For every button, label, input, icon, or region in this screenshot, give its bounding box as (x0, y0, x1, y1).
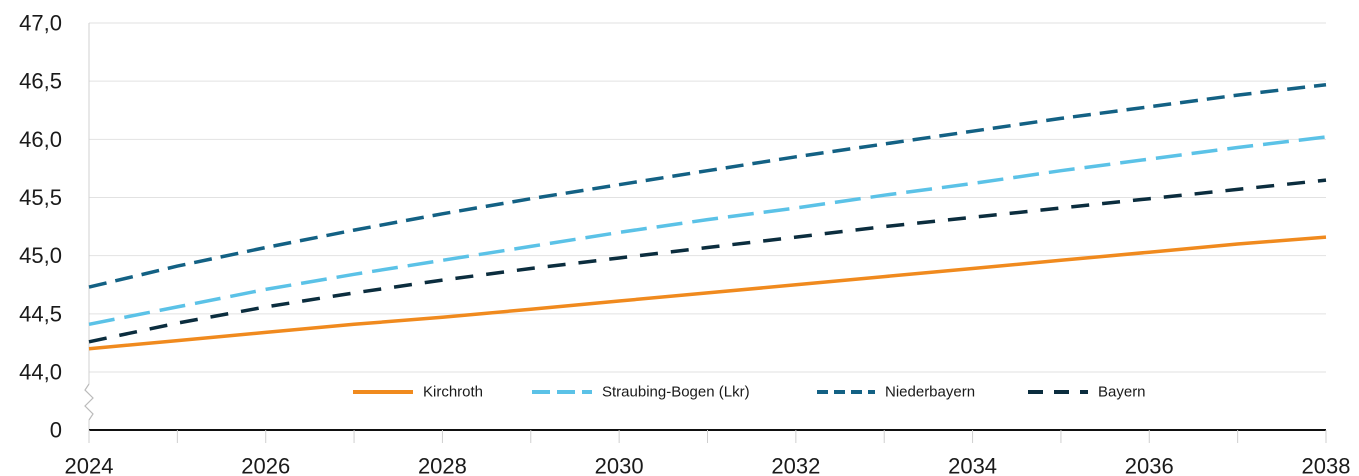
x-tick-label: 2036 (1125, 454, 1174, 476)
grid-lines (89, 23, 1326, 372)
y-tick-label: 45,0 (19, 243, 62, 268)
y-tick-label: 45,5 (19, 185, 62, 210)
legend-label: Kirchroth (423, 384, 483, 401)
series-lines (89, 85, 1326, 349)
axis-break-symbol (85, 384, 93, 420)
legend-item: Niederbayern (817, 384, 975, 401)
y-tick-label: 44,0 (19, 360, 62, 385)
y-tick-label: 46,5 (19, 69, 62, 94)
y-tick-label: 46,0 (19, 127, 62, 152)
legend: Kirchroth Straubing-Bogen (Lkr) Niederbaye… (353, 384, 1146, 401)
legend-item: Bayern (1028, 384, 1146, 401)
legend-item: Kirchroth (353, 384, 483, 401)
legend-item: Straubing-Bogen (Lkr) (532, 384, 750, 401)
legend-label: Bayern (1098, 384, 1146, 401)
series-line-straubing-bogen-lkr (89, 137, 1326, 324)
series-line-niederbayern (89, 85, 1326, 287)
x-tick-label: 2028 (418, 454, 467, 476)
axes: 0 44,0 44,5 45,0 45,5 46,0 46,5 47,0 2024 2026 202… (19, 11, 1350, 476)
series-line-kirchroth (89, 237, 1326, 349)
x-tick-label: 2034 (948, 454, 997, 476)
x-tick-label: 2024 (65, 454, 114, 476)
series-line-bayern (89, 180, 1326, 342)
legend-label: Straubing-Bogen (Lkr) (602, 384, 750, 401)
legend-label: Niederbayern (885, 384, 975, 401)
y-tick-label: 0 (50, 418, 62, 443)
x-tick-label: 2030 (595, 454, 644, 476)
x-tick-label: 2026 (241, 454, 290, 476)
y-tick-label: 47,0 (19, 11, 62, 36)
y-tick-label: 44,5 (19, 301, 62, 326)
x-tick-label: 2038 (1302, 454, 1351, 476)
x-tick-label: 2032 (771, 454, 820, 476)
